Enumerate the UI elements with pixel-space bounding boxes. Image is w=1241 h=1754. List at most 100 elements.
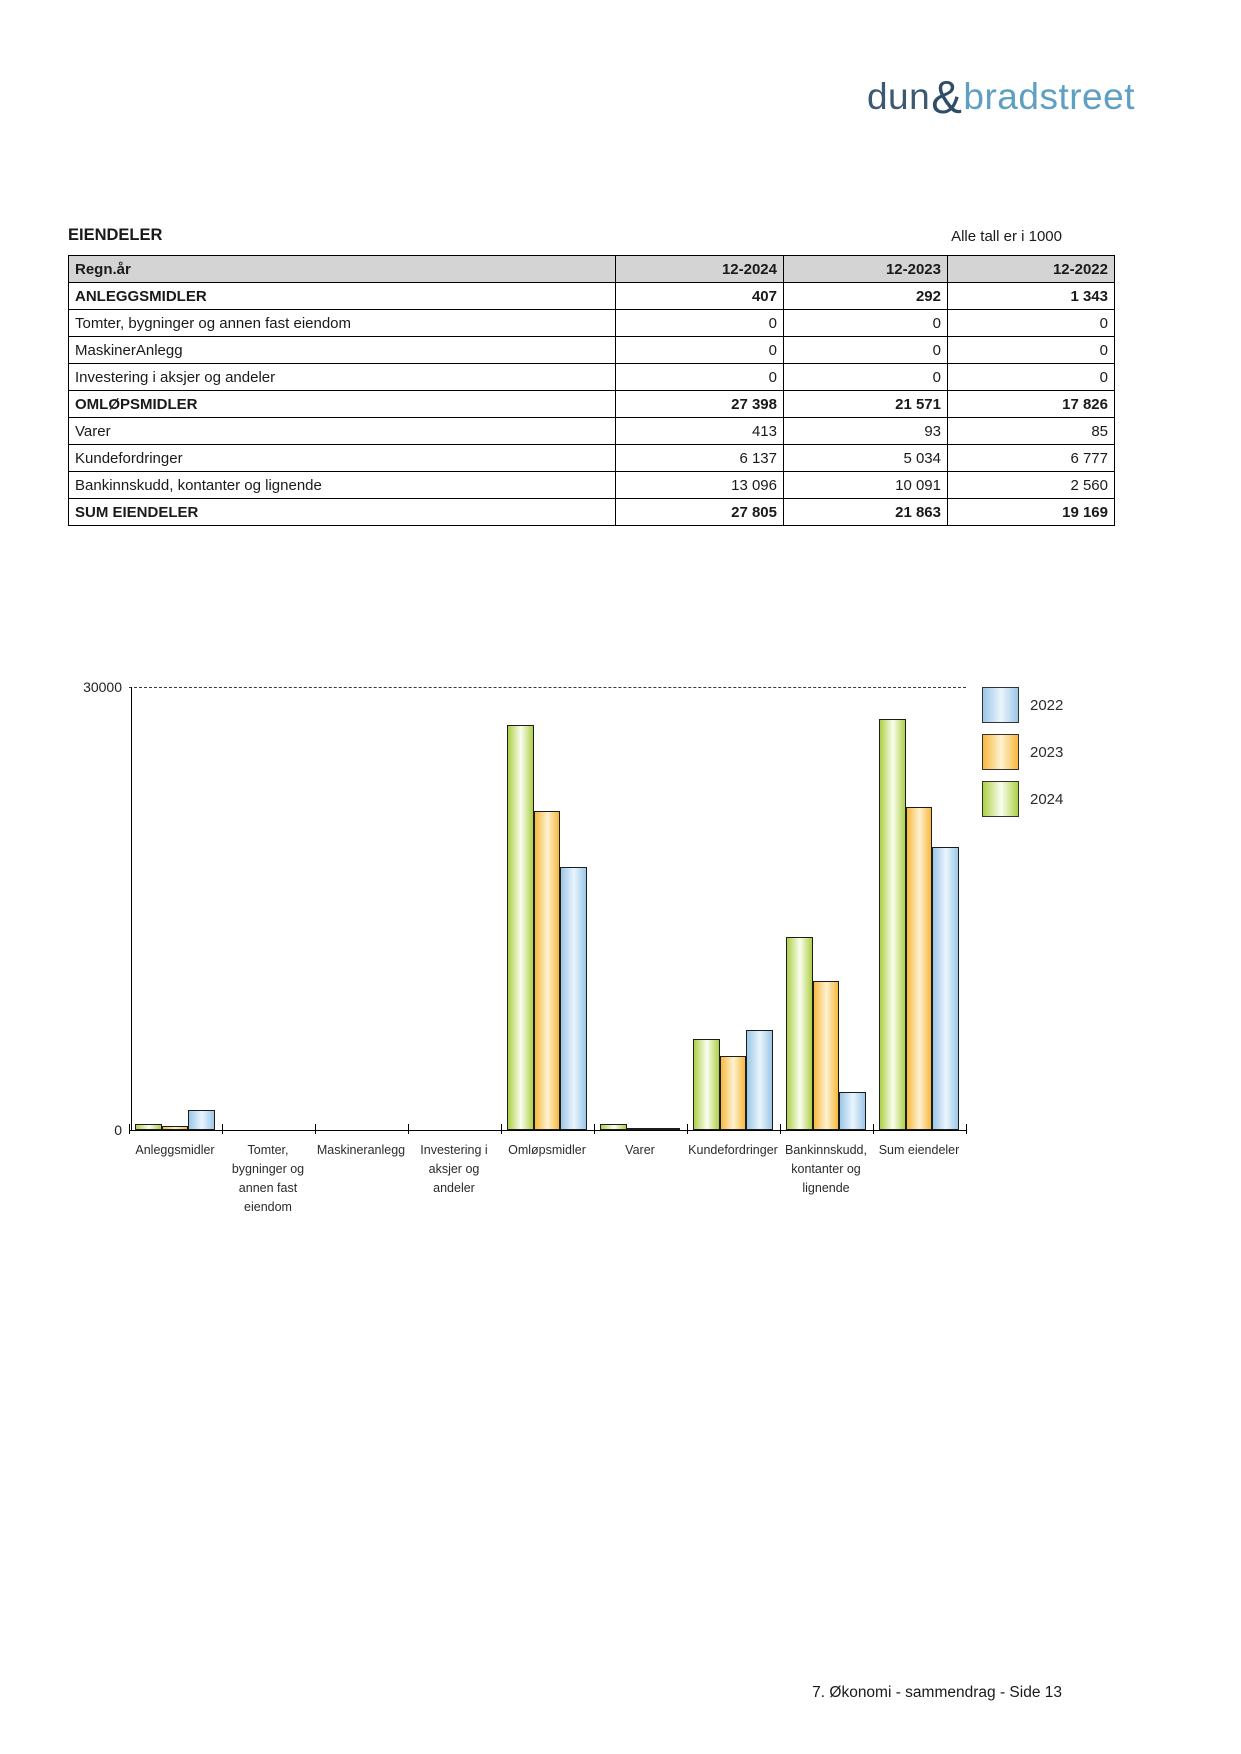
bar-2023-kundefordringer (719, 1056, 747, 1130)
table-cell-value: 13 096 (615, 471, 784, 499)
bar-2023-omløpsmidler (533, 811, 561, 1130)
x-axis-label-line: lignende (802, 1181, 850, 1195)
table-header-cell: 12-2022 (947, 255, 1115, 283)
table-cell-value: 0 (947, 309, 1115, 337)
x-axis (128, 1130, 966, 1131)
table-row: Tomter, bygninger og annen fast eiendom 0… (68, 309, 1115, 337)
table-cell-value: 6 777 (947, 444, 1115, 472)
x-axis-label-line: Varer (625, 1143, 655, 1157)
bar-2022-bankinnskudd-kontanter-og-lignende (839, 1092, 866, 1130)
table-header-cell: Regn.år (68, 255, 616, 283)
legend-label-2022: 2022 (1030, 697, 1064, 714)
table-row: ANLEGGSMIDLER 407 292 1 343 (68, 282, 1115, 310)
legend-swatch-2024 (982, 781, 1019, 817)
x-axis-label-line: Tomter, (247, 1143, 289, 1157)
bar-2023-sum-eiendeler (905, 807, 933, 1130)
x-axis-label-anleggsmidler: Anleggsmidler (129, 1141, 222, 1160)
table-cell-value: 17 826 (947, 390, 1115, 418)
logo-text-dun: dun (866, 76, 931, 117)
x-axis-label-maskineranlegg: Maskineranlegg (315, 1141, 408, 1160)
table-cell-value: 0 (783, 336, 948, 364)
x-axis-label-line: annen fast (238, 1181, 298, 1195)
table-cell-label: Kundefordringer (68, 444, 616, 472)
x-axis-label-kundefordringer: Kundefordringer (687, 1141, 780, 1160)
table-cell-label: Varer (68, 417, 616, 445)
table-cell-value: 1 343 (947, 282, 1115, 310)
table-cell-value: 0 (783, 363, 948, 391)
logo-text-bradstreet: bradstreet (963, 76, 1135, 117)
x-axis-tick (779, 1124, 781, 1134)
legend-label-2023: 2023 (1030, 744, 1064, 761)
bar-2023-bankinnskudd-kontanter-og-lignende (812, 981, 840, 1130)
dun-bradstreet-logo: dun&bradstreet (866, 66, 1135, 123)
table-cell-value: 407 (615, 282, 784, 310)
table-cell-label: OMLØPSMIDLER (68, 390, 616, 418)
table-cell-value: 85 (947, 417, 1115, 445)
bar-2022-kundefordringer (746, 1030, 773, 1130)
table-row: Bankinnskudd, kontanter og lignende 13 09… (68, 471, 1115, 499)
table-cell-value: 10 091 (783, 471, 948, 499)
bar-2022-anleggsmidler (188, 1110, 215, 1130)
table-header-row: Regn.år 12-2024 12-2023 12-2022 (68, 255, 1115, 283)
table-cell-label: Bankinnskudd, kontanter og lignende (68, 471, 616, 499)
table-cell-label: MaskinerAnlegg (68, 336, 616, 364)
section-title: EIENDELER (68, 226, 163, 244)
x-axis-label-line: andeler (433, 1181, 475, 1195)
bar-2022-sum-eiendeler (932, 847, 959, 1130)
y-tick-label-max: 30000 (83, 679, 122, 695)
x-axis-label-line: Kundefordringer (688, 1143, 778, 1157)
table-cell-value: 0 (615, 309, 784, 337)
bar-2024-varer (600, 1124, 627, 1130)
table-cell-value: 6 137 (615, 444, 784, 472)
bar-2022-omløpsmidler (560, 867, 587, 1130)
table-row: SUM EIENDELER 27 805 21 863 19 169 (68, 498, 1115, 526)
bar-2023-varer (626, 1128, 654, 1130)
table-cell-value: 292 (783, 282, 948, 310)
x-axis-tick (407, 1124, 409, 1134)
x-axis-tick (965, 1124, 967, 1134)
x-axis-label-line: aksjer og (428, 1162, 480, 1176)
table-cell-value: 0 (615, 363, 784, 391)
x-axis-label-line: kontanter og (791, 1162, 861, 1176)
ampersand-icon: & (931, 71, 963, 123)
legend-swatch-2022 (982, 687, 1019, 723)
x-axis-label-tomter-bygninger-og-annen-fast-eiendom: Tomter, bygninger og annen fast eiendom (222, 1141, 315, 1217)
bar-2024-bankinnskudd-kontanter-og-lignende (786, 937, 813, 1130)
table-cell-value: 21 571 (783, 390, 948, 418)
table-row: Investering i aksjer og andeler 0 0 0 (68, 363, 1115, 391)
table-cell-label: Tomter, bygninger og annen fast eiendom (68, 309, 616, 337)
x-axis-label-investering-i-aksjer-og-andeler: Investering i aksjer og andeler (408, 1141, 501, 1198)
bar-2024-anleggsmidler (135, 1124, 162, 1130)
unit-note: Alle tall er i 1000 (951, 228, 1062, 245)
x-axis-label-line: Bankinnskudd, (784, 1143, 867, 1157)
gridline-30000 (128, 687, 966, 688)
x-axis-tick (314, 1124, 316, 1134)
legend-label-2024: 2024 (1030, 791, 1064, 808)
bar-2022-varer (653, 1128, 680, 1130)
table-row: MaskinerAnlegg 0 0 0 (68, 336, 1115, 364)
bar-2024-omløpsmidler (507, 725, 534, 1130)
table-row: Kundefordringer 6 137 5 034 6 777 (68, 444, 1115, 472)
table-cell-value: 5 034 (783, 444, 948, 472)
x-axis-tick (593, 1124, 595, 1134)
legend-swatch-2023 (982, 734, 1019, 770)
y-tick-label-zero: 0 (114, 1122, 122, 1138)
table-cell-value: 0 (947, 336, 1115, 364)
bar-2024-sum-eiendeler (879, 719, 906, 1130)
table-header-cell: 12-2023 (783, 255, 948, 283)
table-cell-label: SUM EIENDELER (68, 498, 616, 526)
table-cell-value: 0 (783, 309, 948, 337)
table-cell-label: Investering i aksjer og andeler (68, 363, 616, 391)
x-axis-tick (500, 1124, 502, 1134)
table-cell-value: 27 805 (615, 498, 784, 526)
page-footer: 7. Økonomi - sammendrag - Side 13 (812, 1684, 1062, 1701)
x-axis-tick (221, 1124, 223, 1134)
x-axis-label-sum-eiendeler: Sum eiendeler (873, 1141, 966, 1160)
x-axis-label-varer: Varer (594, 1141, 687, 1160)
table-cell-label: ANLEGGSMIDLER (68, 282, 616, 310)
assets-table-body: ANLEGGSMIDLER 407 292 1 343 Tomter, bygninge… (68, 282, 1115, 526)
table-cell-value: 0 (947, 363, 1115, 391)
bar-2024-kundefordringer (693, 1039, 720, 1130)
y-axis (131, 687, 132, 1130)
